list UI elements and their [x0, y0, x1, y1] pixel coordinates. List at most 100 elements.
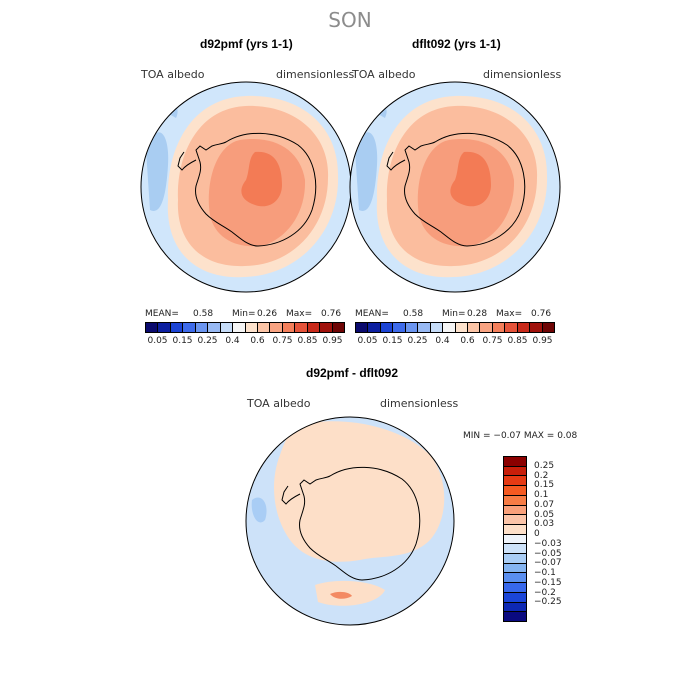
mean-label: MEAN= — [355, 309, 389, 319]
colorbar-ticks-left: 0.05 0.15 0.25 0.4 0.6 0.75 0.85 0.95 — [145, 336, 345, 348]
units-label-left: dimensionless — [276, 68, 355, 81]
min-label: Min= — [442, 309, 466, 319]
colorbar-swatch — [282, 323, 296, 332]
diff-minmax: MIN = −0.07 MAX = 0.08 — [463, 431, 578, 441]
colorbar-swatch — [183, 323, 196, 332]
diff-strong-spot — [330, 591, 352, 599]
max-value: 0.76 — [321, 309, 342, 319]
colorbar-tick-label: −0.1 — [534, 568, 556, 579]
colorbar-swatch — [332, 323, 344, 332]
colorbar-swatch — [195, 323, 209, 332]
peninsula-coast — [386, 151, 406, 171]
colorbar-swatch — [356, 323, 369, 332]
colorbar-swatch — [208, 323, 221, 332]
colorbar-swatch — [517, 323, 531, 332]
colorbar-tick-label: 0.95 — [532, 336, 553, 346]
colorbar-tick-label: 0.25 — [197, 336, 218, 346]
colorbar-tick-label: 0.15 — [534, 480, 555, 491]
diff-positive-area — [315, 580, 385, 606]
diff-positive-area — [274, 421, 445, 562]
coastline — [404, 132, 526, 247]
ocean-blue-patch — [146, 132, 169, 211]
min-value: 0.26 — [257, 309, 278, 319]
map-right — [350, 82, 560, 292]
colorbar-swatch — [393, 323, 406, 332]
colorbar-tick-label: −0.03 — [534, 538, 562, 549]
colorbar-tick-label: 0.05 — [147, 336, 168, 346]
colorbar-swatch — [504, 515, 526, 525]
coastline — [195, 132, 317, 247]
mean-value: 0.58 — [403, 309, 424, 319]
colorbar-diff-ticks: 0.25 0.2 0.15 0.1 0.07 0.05 0.03 0 −0.03 −0.05 −0.… — [534, 456, 594, 622]
colorbar-tick-label: 0.25 — [407, 336, 428, 346]
colorbar-swatch — [480, 323, 493, 332]
colorbar-swatch — [158, 323, 171, 332]
colorbar-swatch — [504, 466, 526, 477]
colorbar-swatch — [504, 534, 526, 545]
colorbar-swatch — [380, 323, 394, 332]
diff-negative-patch — [251, 497, 267, 523]
coastline — [299, 466, 421, 581]
dome-core — [241, 151, 282, 207]
colorbar-tick-label: 0.15 — [382, 336, 403, 346]
colorbar-tick-label: 0.05 — [357, 336, 378, 346]
colorbar-diff — [503, 456, 527, 622]
colorbar-swatch — [467, 323, 481, 332]
colorbar-tick-label: −0.05 — [534, 548, 562, 559]
colorbar-swatch — [270, 323, 283, 332]
colorbar-swatch — [307, 323, 321, 332]
colorbar-swatch — [542, 323, 554, 332]
colorbar-tick-label: 0.1 — [534, 490, 549, 501]
stats-right: MEAN= 0.58 Min= 0.28 Max= 0.76 — [355, 309, 565, 321]
colorbar-swatch — [504, 602, 526, 613]
colorbar-swatch — [295, 323, 308, 332]
colorbar-swatch — [492, 323, 506, 332]
colorbar-tick-label: −0.07 — [534, 558, 562, 569]
season-title: SON — [328, 8, 372, 32]
colorbar-swatch — [368, 323, 381, 332]
colorbar-swatch — [504, 457, 526, 467]
max-label: Max= — [286, 309, 313, 319]
colorbar-left — [145, 322, 345, 333]
units-label-right: dimensionless — [483, 68, 562, 81]
diff-variable-label: TOA albedo — [247, 397, 311, 410]
colorbar-swatch — [504, 495, 526, 506]
colorbar-swatch — [504, 476, 526, 487]
panel-title-right: dflt092 (yrs 1-1) — [412, 37, 501, 51]
peninsula-coast — [177, 151, 197, 171]
ocean-blue-patch — [355, 132, 378, 211]
colorbar-swatch — [245, 323, 258, 332]
colorbar-swatch — [320, 323, 333, 332]
diff-title: d92pmf - dflt092 — [306, 366, 399, 380]
colorbar-tick-label: 0.6 — [250, 336, 265, 346]
colorbar-tick-label: 0.75 — [272, 336, 293, 346]
colorbar-tick-label: 0.95 — [322, 336, 343, 346]
colorbar-tick-label: 0.15 — [172, 336, 193, 346]
colorbar-swatch — [455, 323, 468, 332]
colorbar-tick-label: 0.25 — [534, 460, 555, 471]
map-right-border — [349, 81, 561, 293]
colorbar-swatch — [505, 323, 518, 332]
colorbar-tick-label: 0.75 — [482, 336, 503, 346]
min-label: Min= — [232, 309, 256, 319]
colorbar-swatch — [233, 323, 246, 332]
colorbar-swatch — [405, 323, 419, 332]
colorbar-tick-label: −0.2 — [534, 587, 556, 598]
colorbar-swatch — [504, 573, 526, 584]
colorbar-swatch — [504, 544, 526, 555]
colorbar-tick-label: 0.6 — [460, 336, 475, 346]
mean-value: 0.58 — [193, 309, 214, 319]
colorbar-swatch — [146, 323, 159, 332]
map-left — [141, 82, 351, 292]
panel-title-left: d92pmf (yrs 1-1) — [200, 37, 293, 51]
colorbar-swatch — [430, 323, 444, 332]
colorbar-swatch — [170, 323, 184, 332]
colorbar-swatch — [504, 563, 526, 574]
colorbar-swatch — [257, 323, 271, 332]
colorbar-tick-label: 0.4 — [435, 336, 450, 346]
colorbar-swatch — [504, 505, 526, 516]
colorbar-tick-label: 0.05 — [534, 509, 555, 520]
stats-left: MEAN= 0.58 Min= 0.26 Max= 0.76 — [145, 309, 355, 321]
max-label: Max= — [496, 309, 523, 319]
